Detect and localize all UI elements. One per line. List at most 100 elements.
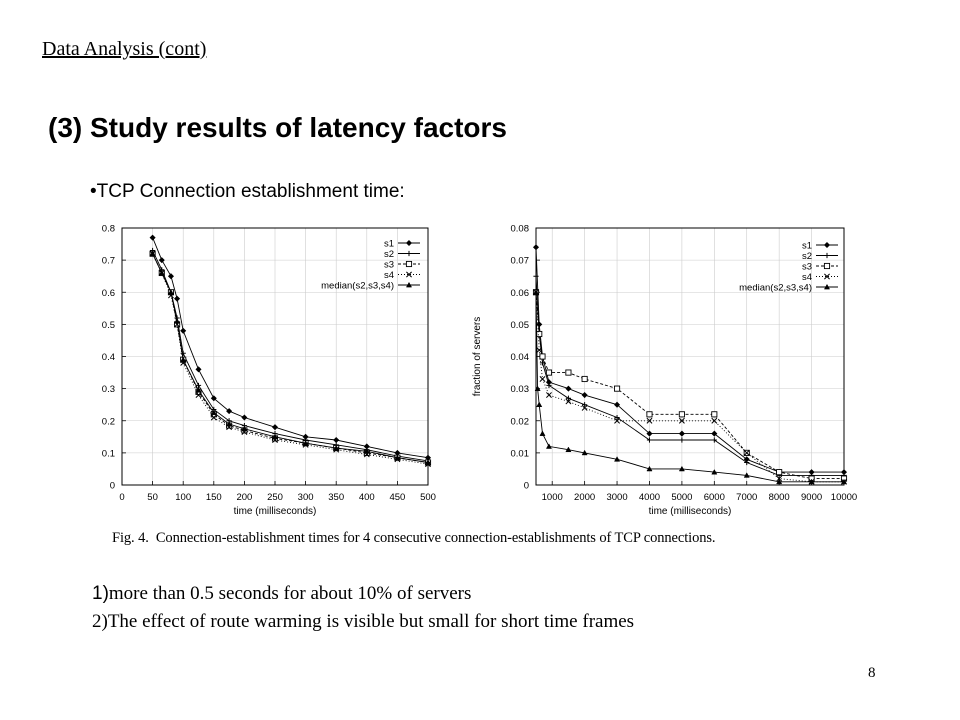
bullet-text: TCP Connection establishment time: [96, 181, 405, 202]
data-point-right-4-10 [711, 469, 718, 475]
data-point-right-2-3 [545, 369, 553, 376]
legend-marker-right-2 [823, 262, 831, 270]
x-tick-label-right-2: 3000 [606, 492, 627, 503]
series-line-right-4 [535, 292, 844, 483]
data-point-left-4-3 [174, 318, 181, 324]
page-number: 8 [868, 665, 876, 681]
legend-marker-right-4 [823, 283, 831, 290]
data-point-left-0-4 [180, 327, 187, 334]
figure-caption: Fig. 4. Connection-establishment times f… [112, 530, 716, 547]
x-tick-label-right-3: 4000 [639, 492, 660, 503]
x-tick-label-right-0: 1000 [542, 492, 563, 503]
data-point-left-0-2 [167, 273, 174, 280]
chart-left: 0 0.1 0.2 0.3 0.4 0.5 0.6 0.7 0.8 0 50 100 150 200 250… [102, 224, 436, 518]
series-left-4 [149, 250, 432, 465]
series-right-3 [533, 289, 847, 485]
data-point-left-4-6 [210, 409, 217, 416]
data-point-right-4-1 [534, 385, 541, 391]
x-tick-label-right-1: 2000 [574, 492, 595, 503]
data-point-right-1-2 [539, 360, 546, 366]
data-point-right-2-6 [614, 385, 621, 392]
data-point-right-2-1 [536, 330, 543, 338]
legend-marker-left-4 [405, 281, 413, 288]
x-tick-label-left-10: 500 [420, 492, 436, 503]
y-tick-label-right-5: 0.05 [511, 320, 530, 331]
data-point-right-3-9 [711, 417, 718, 424]
data-point-right-3-3 [546, 392, 552, 399]
data-point-left-4-14 [424, 459, 432, 465]
x-tick-label-left-3: 150 [206, 492, 222, 503]
x-tick-label-right-9: 10000 [831, 492, 857, 503]
note-2-number: 2) [92, 611, 108, 632]
data-point-left-4-5 [195, 387, 202, 393]
data-point-right-1-3 [546, 382, 552, 389]
x-tick-label-left-5: 250 [267, 492, 283, 503]
y-tick-label-left-2: 0.2 [102, 416, 115, 427]
data-point-right-2-4 [565, 369, 572, 376]
legend-label-left-1: s2 [384, 249, 394, 260]
legend-label-left-3: s4 [384, 270, 394, 281]
x-axis-label-right: time (milliseconds) [649, 506, 732, 517]
data-point-left-0-0 [149, 234, 156, 241]
legend-marker-left-0 [405, 239, 413, 247]
x-tick-label-left-9: 450 [389, 492, 405, 503]
data-point-right-2-5 [581, 375, 588, 383]
slide-title: (3) Study results of latency factors [48, 112, 508, 143]
note-1-number: 1) [92, 583, 109, 604]
note-2: 2)The effect of route warming is visible… [92, 611, 634, 633]
data-point-left-4-8 [241, 425, 248, 432]
data-point-right-0-9 [711, 430, 718, 437]
y-tick-label-right-4: 0.04 [511, 352, 530, 363]
data-point-left-4-1 [158, 269, 165, 276]
data-point-right-3-7 [646, 417, 653, 424]
data-point-left-1-4 [180, 350, 186, 356]
data-point-left-4-2 [167, 289, 174, 295]
data-point-left-0-9 [271, 424, 279, 431]
data-point-right-3-5 [581, 404, 588, 411]
legend-label-right-4: median(s2,s3,s4) [739, 282, 812, 293]
legend-marker-left-2 [405, 260, 413, 268]
data-point-left-0-7 [226, 408, 233, 415]
legend-marker-left-1 [406, 250, 412, 257]
x-tick-label-left-4: 200 [236, 492, 252, 503]
y-tick-label-left-1: 0.1 [102, 448, 115, 459]
y-tick-label-left-8: 0.8 [102, 224, 115, 235]
data-point-left-4-10 [302, 440, 309, 446]
note-2-text: The effect of route warming is visible b… [107, 611, 635, 632]
data-point-right-3-1 [536, 347, 543, 354]
note-1: 1)more than 0.5 seconds for about 10% of… [92, 583, 471, 605]
y-tick-label-right-8: 0.08 [511, 224, 530, 235]
x-tick-label-left-0: 0 [119, 492, 124, 503]
data-point-right-4-3 [539, 430, 546, 436]
note-1-text: more than 0.5 seconds for about 10% of s… [108, 583, 472, 604]
caption-text: Connection-establishment times for 4 con… [155, 530, 716, 546]
data-point-right-4-6 [581, 449, 588, 456]
x-tick-label-right-4: 5000 [671, 492, 692, 503]
series-right-1 [533, 273, 847, 478]
data-point-right-4-14 [840, 478, 848, 485]
data-point-right-2-2 [539, 353, 546, 360]
data-point-right-1-0 [533, 273, 539, 279]
y-tick-label-left-7: 0.7 [102, 256, 115, 267]
data-point-right-0-6 [614, 401, 621, 408]
series-line-right-1 [535, 276, 844, 476]
x-axis-label-left: time (milliseconds) [234, 506, 317, 517]
x-tick-label-right-5: 6000 [704, 492, 725, 503]
y-tick-label-right-0: 0 [524, 481, 529, 492]
data-point-right-1-7 [646, 437, 653, 443]
data-point-right-4-5 [565, 446, 572, 452]
series-left-0 [149, 234, 432, 461]
series-line-right-0 [535, 247, 844, 473]
legend-label-right-2: s3 [802, 261, 812, 272]
data-point-right-4-11 [743, 472, 750, 478]
x-tick-label-right-8: 9000 [801, 492, 822, 503]
series-line-right-2 [535, 292, 844, 480]
legend-marker-left-3 [406, 271, 412, 278]
legend-label-right-1: s2 [802, 251, 812, 262]
x-tick-label-left-2: 100 [175, 492, 191, 503]
data-point-right-3-4 [565, 398, 572, 405]
y-tick-label-left-5: 0.5 [102, 320, 115, 331]
bullet-point: •TCP Connection establishment time: [90, 181, 405, 202]
data-point-right-1-10 [744, 459, 750, 466]
